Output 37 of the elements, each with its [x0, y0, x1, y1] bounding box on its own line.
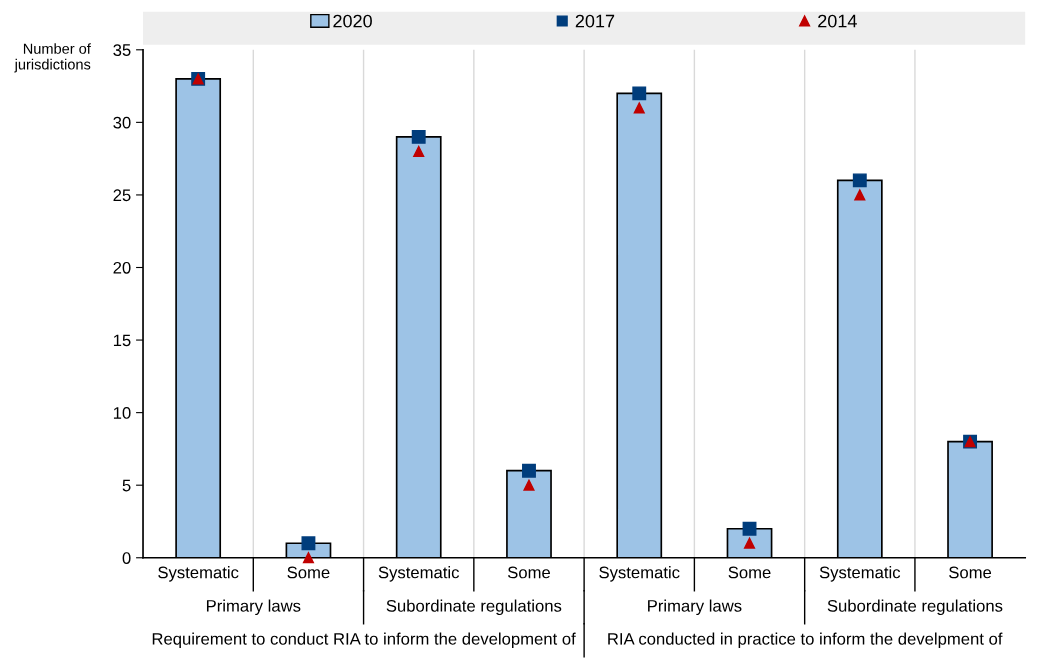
point — [413, 145, 425, 157]
y-tick-label: 15 — [113, 334, 131, 347]
x-tick-label: Some — [507, 566, 551, 579]
x-tick-label: Systematic — [819, 566, 901, 582]
text: RIA conducted in practice to inform the develpment of — [608, 632, 1003, 649]
point — [854, 189, 866, 201]
text: Primary laws — [206, 599, 301, 616]
point — [302, 552, 314, 564]
x-tick-label: Systematic — [158, 566, 239, 582]
text: Subordinate regulations — [827, 599, 1003, 616]
point — [411, 129, 426, 144]
y-tick-label: 10 — [113, 407, 131, 419]
text: Requirement to conduct RIA to inform the development of — [152, 632, 576, 649]
point — [523, 479, 535, 491]
x-tick-label: Systematic — [378, 566, 460, 582]
y-axis-title: Number of jurisdictions — [14, 43, 91, 73]
point — [301, 536, 316, 551]
y-tick-label: 5 — [122, 479, 131, 492]
point — [742, 521, 757, 536]
y-tick-label: 20 — [113, 261, 131, 274]
x-tick-label: Some — [728, 566, 771, 579]
legend-label: 2017 — [575, 14, 615, 28]
point — [633, 102, 645, 114]
text: Subordinate regulations — [386, 599, 562, 616]
legend-label: 2020 — [333, 14, 372, 28]
x-tick-label: Some — [287, 566, 330, 579]
y-tick-label: 30 — [113, 116, 131, 129]
legend-label: 2014 — [818, 14, 857, 28]
point — [632, 86, 647, 101]
text: Primary laws — [648, 599, 742, 616]
x-tick-label: Systematic — [599, 566, 680, 582]
y-tick-label: 25 — [113, 189, 131, 202]
point — [522, 463, 536, 478]
y-tick-label: 0 — [122, 552, 131, 564]
point — [852, 173, 867, 188]
x-tick-label: Some — [949, 566, 992, 579]
y-tick-label: 35 — [113, 44, 131, 56]
